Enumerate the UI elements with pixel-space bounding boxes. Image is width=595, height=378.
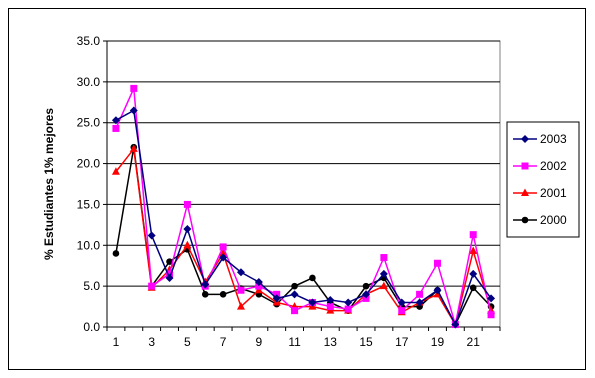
- y-tick-label: 35.0: [77, 34, 101, 48]
- data-point-2000: [291, 282, 298, 290]
- x-tick-label: 19: [431, 335, 445, 349]
- x-tick-label: 7: [220, 335, 227, 349]
- data-point-2003: [254, 278, 263, 287]
- data-point-2002: [326, 303, 334, 311]
- data-point-2002: [112, 124, 120, 132]
- legend-label-2002: 2002: [540, 159, 567, 173]
- data-point-2002: [433, 259, 441, 267]
- data-point-2001: [469, 246, 478, 255]
- legend-label-2000: 2000: [540, 213, 567, 227]
- y-axis-title: % Estudiantes 1% mejores: [42, 108, 56, 260]
- x-tick-label: 1: [113, 335, 120, 349]
- data-point-2003: [308, 298, 317, 307]
- data-point-2003: [201, 280, 210, 289]
- data-point-2002: [273, 290, 281, 298]
- legend-marker-2000: [521, 216, 529, 224]
- series-line-2002: [115, 85, 492, 325]
- data-point-2003: [272, 294, 281, 303]
- x-tick-label: 17: [395, 335, 409, 349]
- data-point-2001: [219, 248, 228, 257]
- data-point-2003: [147, 231, 156, 240]
- data-point-2002: [398, 307, 406, 315]
- y-tick-label: 10.0: [77, 238, 101, 252]
- data-point-2000: [201, 291, 209, 298]
- x-tick-label: 9: [255, 335, 262, 349]
- data-point-2000: [362, 282, 370, 290]
- data-point-2002: [183, 200, 191, 208]
- data-point-2001: [183, 240, 192, 249]
- data-point-2001: [236, 302, 245, 310]
- data-point-2002: [487, 311, 495, 319]
- data-point-2002: [469, 231, 477, 239]
- data-point-2003: [326, 296, 335, 305]
- x-tick-label: 21: [467, 335, 481, 349]
- data-point-2003: [236, 268, 245, 277]
- data-point-2003: [379, 269, 388, 278]
- data-point-2002: [291, 307, 299, 315]
- y-tick-label: 15.0: [77, 197, 101, 211]
- x-tick-label: 5: [184, 335, 191, 349]
- legend-label-2003: 2003: [540, 132, 567, 146]
- data-point-2003: [290, 290, 299, 299]
- data-point-2002: [362, 294, 370, 302]
- data-point-2003: [469, 269, 478, 278]
- data-point-2003: [183, 224, 192, 233]
- data-point-2003: [129, 106, 138, 115]
- x-tick-label: 3: [148, 335, 155, 349]
- y-tick-label: 25.0: [77, 116, 101, 130]
- data-point-2002: [380, 254, 388, 262]
- data-point-2002: [416, 290, 424, 298]
- y-tick-label: 0.0: [83, 320, 100, 334]
- data-point-2003: [397, 298, 406, 307]
- series-line-2003: [115, 109, 492, 327]
- data-point-2002: [255, 282, 263, 290]
- data-point-2001: [379, 281, 388, 290]
- data-point-2000: [469, 284, 477, 292]
- data-point-2002: [344, 305, 352, 313]
- data-point-2003: [344, 298, 353, 307]
- y-tick-label: 20.0: [77, 157, 101, 171]
- data-point-2003: [415, 298, 424, 307]
- x-tick-label: 13: [324, 335, 338, 349]
- data-point-2003: [111, 116, 120, 125]
- plot-area: [106, 40, 501, 328]
- data-point-2002: [130, 84, 138, 92]
- data-point-2000: [112, 250, 120, 257]
- data-point-2002: [148, 282, 156, 290]
- data-point-2003: [362, 290, 371, 299]
- data-point-2003: [433, 286, 442, 295]
- data-point-2003: [165, 273, 174, 282]
- data-point-2000: [309, 274, 316, 282]
- data-point-2002: [237, 286, 245, 294]
- data-point-2003: [219, 253, 228, 262]
- data-point-2002: [166, 270, 174, 278]
- legend: [506, 121, 580, 238]
- data-point-2002: [219, 243, 227, 251]
- data-point-2000: [219, 291, 227, 298]
- data-point-2003: [487, 294, 496, 303]
- data-point-2001: [129, 144, 138, 152]
- legend-marker-2002: [521, 162, 529, 170]
- legend-label-2001: 2001: [540, 186, 567, 200]
- data-point-2001: [111, 167, 120, 175]
- y-tick-label: 30.0: [77, 75, 101, 89]
- data-point-2000: [166, 258, 173, 265]
- legend-marker-2003: [521, 135, 529, 143]
- data-point-2003: [451, 320, 460, 329]
- x-tick-label: 11: [288, 335, 301, 349]
- x-tick-label: 15: [359, 335, 373, 349]
- y-tick-label: 5.0: [83, 279, 100, 293]
- legend-marker-2001: [521, 188, 529, 196]
